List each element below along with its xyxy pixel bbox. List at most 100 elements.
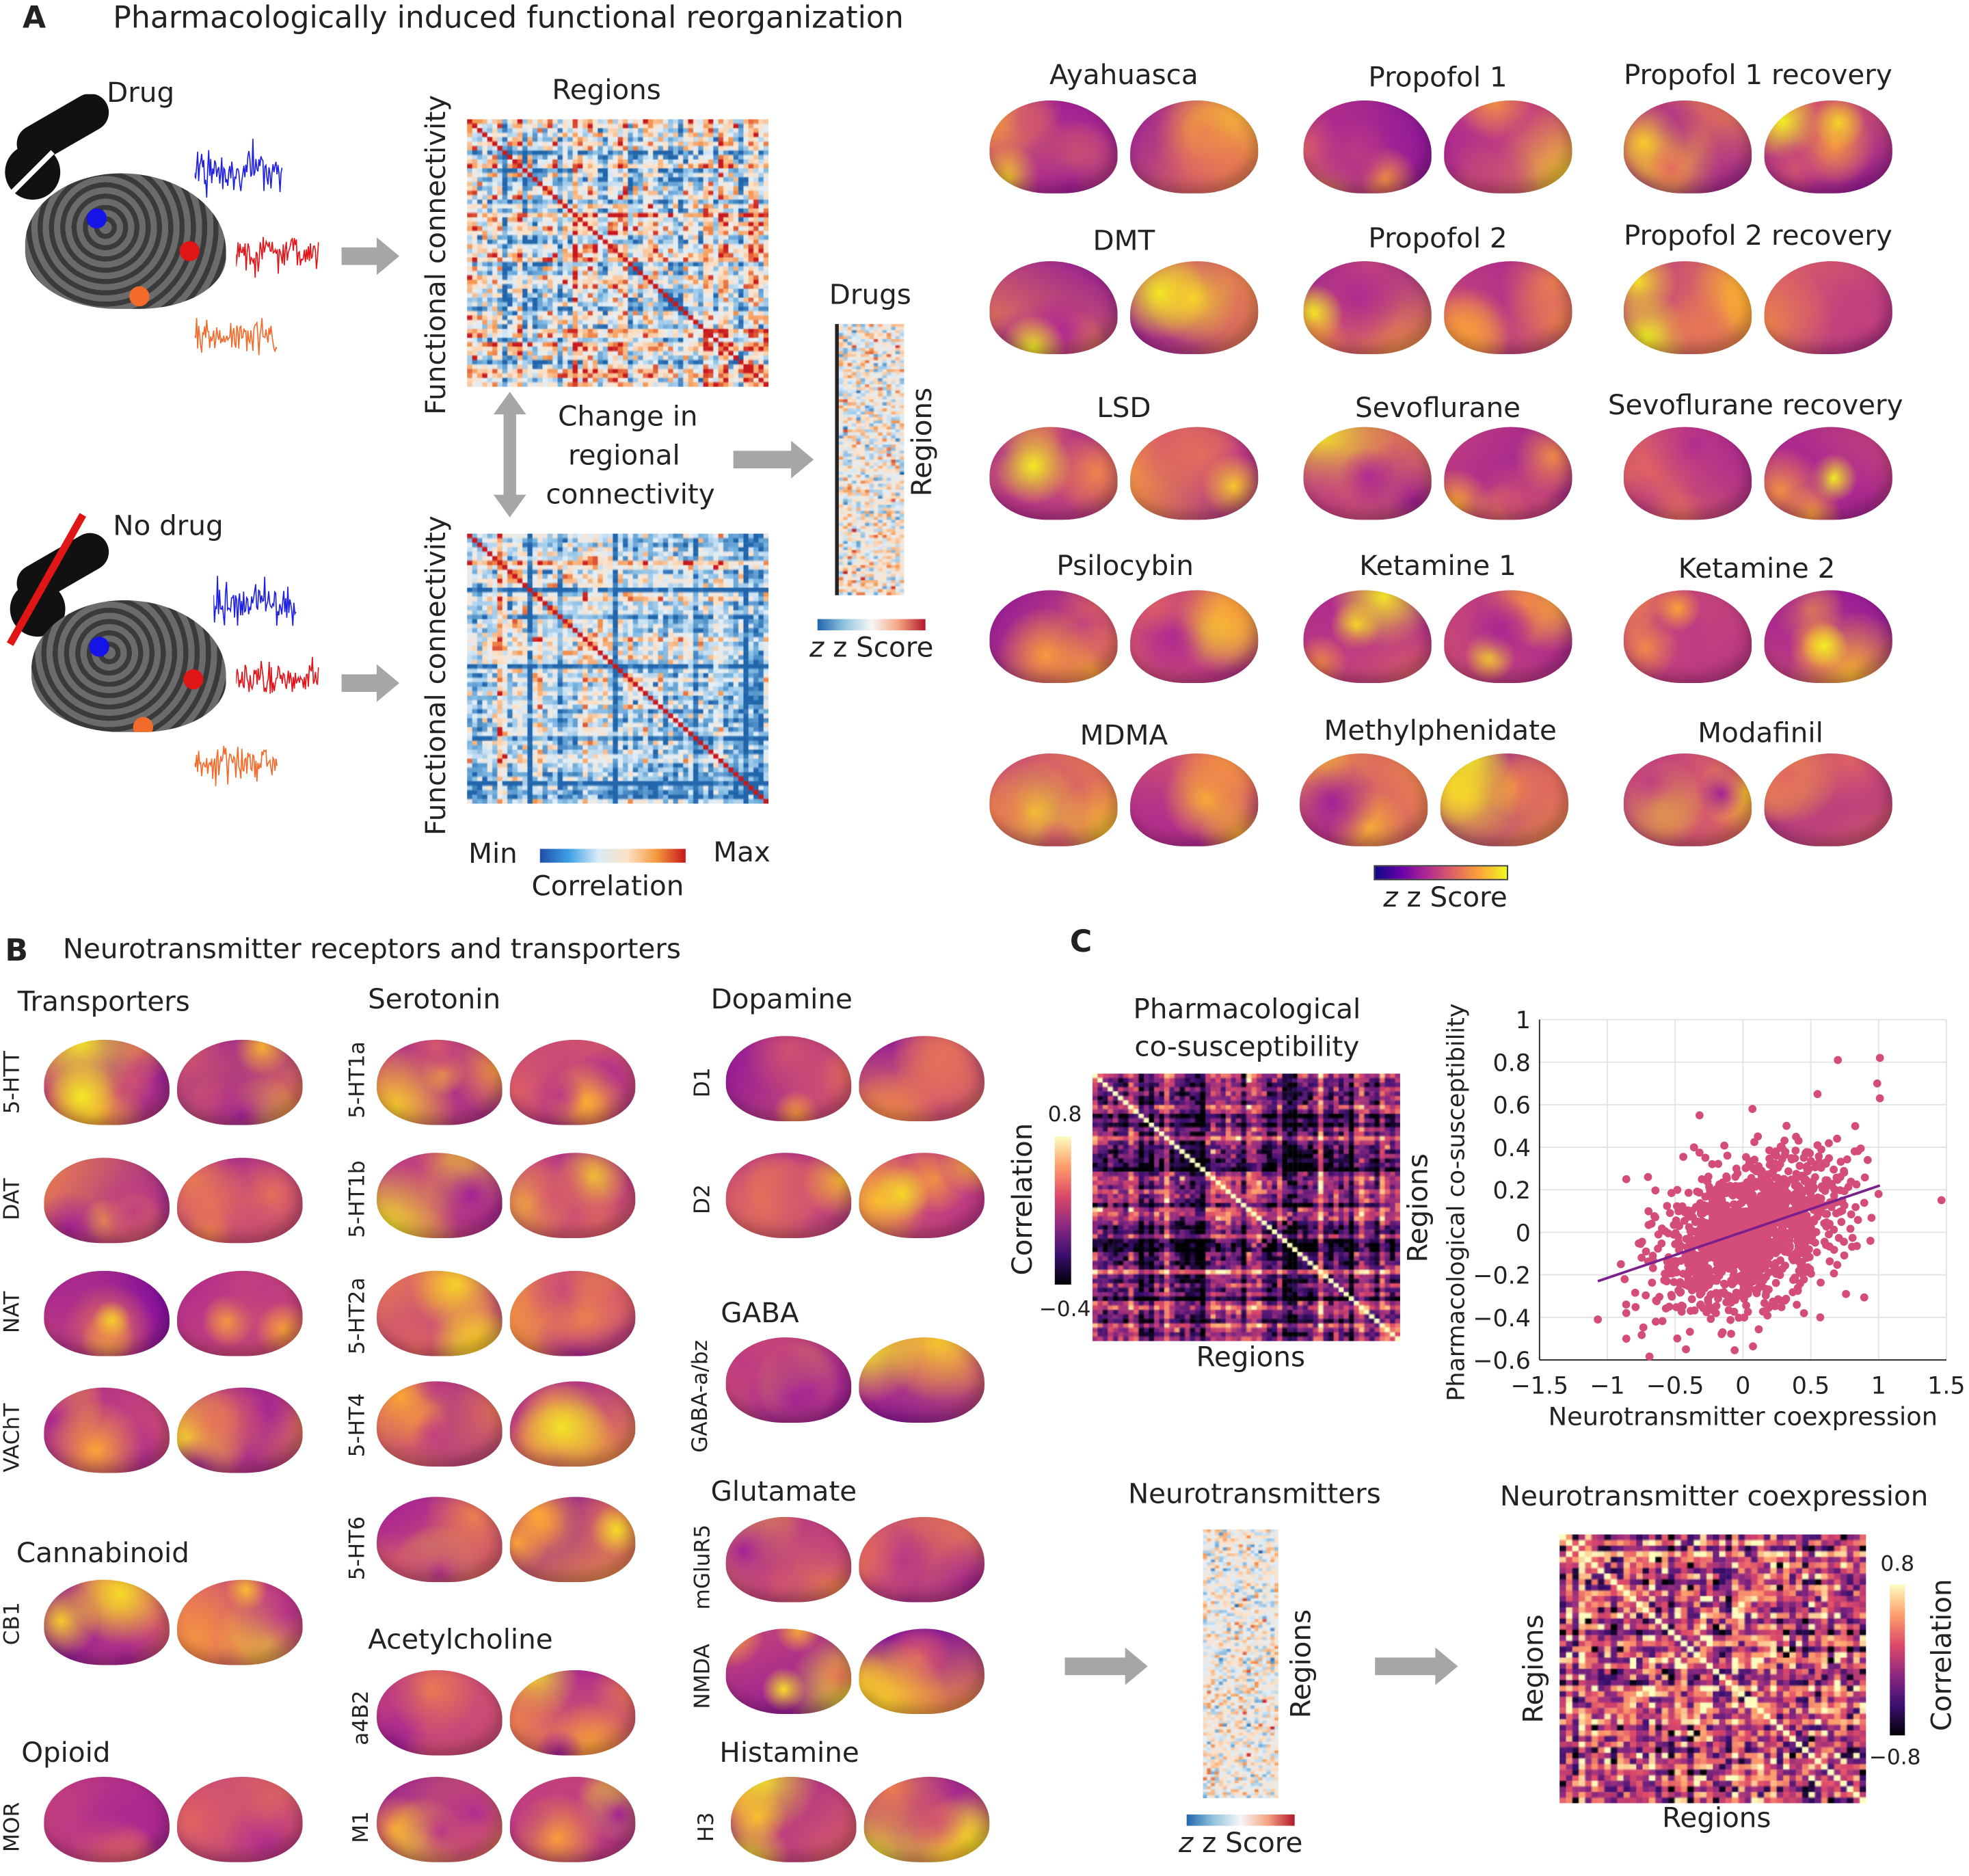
map-label: 5-HT2a bbox=[345, 1277, 371, 1355]
x-tick-label: 1 bbox=[1871, 1373, 1886, 1400]
cosus-cbar-max: 0.8 bbox=[1047, 1102, 1082, 1128]
brain-map-h3 bbox=[730, 1776, 1001, 1875]
scatter-point bbox=[1696, 1290, 1704, 1299]
group-gaba: GABA bbox=[721, 1298, 799, 1330]
brain-map-propofol-2 bbox=[1303, 261, 1573, 359]
scatter-point bbox=[1833, 1261, 1842, 1269]
y-tick-label: −0.6 bbox=[1473, 1348, 1531, 1375]
scatter-point bbox=[1698, 1218, 1707, 1227]
scatter-point bbox=[1676, 1257, 1685, 1265]
scatter-point bbox=[1728, 1184, 1737, 1193]
scatter-point bbox=[1622, 1335, 1631, 1343]
scatter-point bbox=[1847, 1210, 1856, 1219]
scatter-point bbox=[1679, 1153, 1687, 1162]
drugs-label: Drugs bbox=[829, 280, 911, 312]
scatter-point bbox=[1648, 1278, 1657, 1287]
arrow-right-icon bbox=[1375, 1647, 1458, 1685]
scatter-point bbox=[1772, 1268, 1780, 1276]
scatter-point bbox=[1875, 1054, 1884, 1062]
scatter-point bbox=[1658, 1317, 1667, 1326]
scatter-point bbox=[1749, 1342, 1757, 1351]
scatter-point bbox=[1806, 1149, 1814, 1157]
scatter-point bbox=[1786, 1193, 1795, 1201]
scatter-point bbox=[1644, 1172, 1652, 1181]
scatter-point bbox=[1702, 1207, 1711, 1216]
scatter-point bbox=[1697, 1264, 1706, 1273]
brain-map-sevoflurane-recovery bbox=[1623, 427, 1894, 524]
condition-title: Methylphenidate bbox=[1324, 715, 1557, 747]
scatter-point bbox=[1692, 1284, 1701, 1293]
map-label: VAChT bbox=[0, 1403, 25, 1473]
scatter-point bbox=[1766, 1205, 1775, 1214]
x-tick-label: 0.5 bbox=[1792, 1373, 1830, 1400]
map-label: 5-HT1a bbox=[345, 1041, 371, 1118]
brain-map-5-ht1a bbox=[377, 1039, 647, 1138]
scatter-point bbox=[1793, 1237, 1801, 1246]
y-tick-label: 0 bbox=[1516, 1220, 1531, 1247]
brain-map-5-ht4 bbox=[377, 1381, 647, 1479]
scatter-point bbox=[1848, 1242, 1856, 1251]
scatter-point bbox=[1718, 1178, 1727, 1187]
scatter-point bbox=[1937, 1196, 1946, 1205]
nt-zscore-text: z Score bbox=[1202, 1828, 1303, 1860]
condition-title: Ayahuasca bbox=[1049, 60, 1198, 92]
brain-map-ketamine-2 bbox=[1623, 590, 1894, 688]
condition-title: Sevoflurane bbox=[1354, 392, 1521, 425]
brain-map-nmda bbox=[725, 1629, 996, 1726]
condition-title: Propofol 2 recovery bbox=[1623, 221, 1892, 253]
scatter-point bbox=[1833, 1134, 1841, 1143]
scatter-point bbox=[1695, 1111, 1704, 1120]
scatter-point bbox=[1771, 1259, 1780, 1268]
scatter-point bbox=[1827, 1179, 1836, 1188]
scatter-point bbox=[1805, 1187, 1814, 1196]
scatter-point bbox=[1727, 1298, 1735, 1307]
corr-min-label: Min bbox=[468, 838, 518, 870]
scatter-point bbox=[1782, 1198, 1791, 1207]
scatter-point bbox=[1651, 1317, 1660, 1326]
scatter-point bbox=[1802, 1253, 1811, 1262]
scatter-point bbox=[1799, 1233, 1808, 1242]
scatter-point bbox=[1803, 1167, 1812, 1176]
scatter-point bbox=[1799, 1153, 1808, 1162]
scatter-point bbox=[1684, 1274, 1693, 1283]
signal-orange bbox=[194, 318, 278, 356]
scatter-point bbox=[1736, 1273, 1744, 1282]
scatter-point bbox=[1699, 1304, 1708, 1313]
signal-blue bbox=[194, 138, 283, 198]
scatter-point bbox=[1761, 1261, 1770, 1270]
scatter-point bbox=[1695, 1188, 1704, 1197]
coexp-title: Neurotransmitter coexpression bbox=[1499, 1482, 1929, 1514]
scatter-point bbox=[1728, 1191, 1737, 1200]
scatter-point bbox=[1740, 1295, 1748, 1303]
scatter-point bbox=[1631, 1302, 1640, 1311]
scatter-point bbox=[1704, 1295, 1713, 1304]
scatter-point bbox=[1793, 1181, 1802, 1190]
map-label: NMDA bbox=[691, 1644, 716, 1709]
scatter-point bbox=[1622, 1175, 1631, 1183]
group-serotonin: Serotonin bbox=[368, 984, 501, 1016]
brain-map-a4b2 bbox=[377, 1670, 647, 1768]
scatter-point bbox=[1676, 1288, 1685, 1297]
scatter-point bbox=[1727, 1330, 1735, 1338]
scatter-point bbox=[1771, 1278, 1780, 1287]
brain-map-dat bbox=[44, 1157, 314, 1255]
scatter-point bbox=[1830, 1165, 1838, 1174]
coexp-cbar-max: 0.8 bbox=[1880, 1552, 1915, 1577]
strip-regions-label: Regions bbox=[907, 387, 939, 497]
scatter-point bbox=[1720, 1255, 1729, 1263]
cosusceptibility-matrix bbox=[1092, 1073, 1400, 1341]
brain-map-d1 bbox=[725, 1036, 996, 1134]
scatter-point bbox=[1701, 1175, 1710, 1184]
change-line-3: connectivity bbox=[546, 479, 715, 511]
map-label: MOR bbox=[0, 1801, 25, 1853]
scatter-point bbox=[1704, 1235, 1713, 1244]
correlation-label: Correlation bbox=[531, 871, 684, 903]
scatter-point bbox=[1777, 1303, 1786, 1311]
scatter-point bbox=[1620, 1275, 1629, 1283]
scatter-point bbox=[1743, 1234, 1752, 1243]
scatter-point bbox=[1736, 1208, 1745, 1216]
scatter-point bbox=[1749, 1230, 1758, 1238]
brain-zscore-text: z Score bbox=[1406, 883, 1508, 915]
scatter-point bbox=[1780, 1136, 1789, 1145]
scatter-point bbox=[1706, 1315, 1715, 1324]
